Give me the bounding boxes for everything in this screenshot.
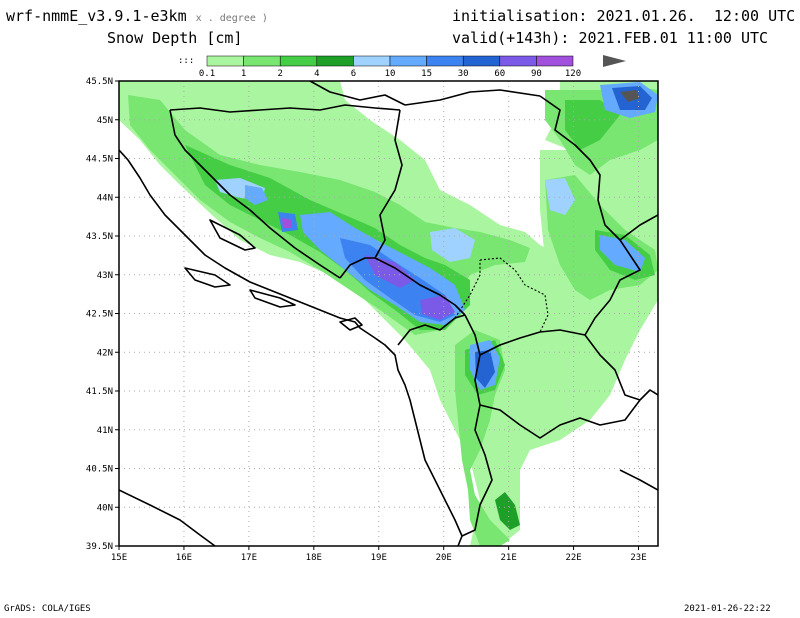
greek-coast-east <box>619 469 658 491</box>
legend-swatch <box>536 55 574 67</box>
lat-label: 42N <box>97 348 113 358</box>
adriatic-island-3 <box>249 289 296 308</box>
legend-swatch <box>426 55 464 67</box>
italian-coast <box>119 489 216 546</box>
legend-label: 120 <box>565 69 581 79</box>
lon-label: 18E <box>306 553 322 563</box>
snow-deepest-1 <box>365 255 415 288</box>
lon-label: 23E <box>630 553 646 563</box>
border-northmacedonia-north <box>479 329 586 356</box>
legend-swatch <box>389 55 427 67</box>
lat-label: 40.5N <box>86 465 113 475</box>
lat-label: 41N <box>97 426 113 436</box>
border-croatia-bosnia <box>169 109 341 279</box>
legend-swatch <box>353 55 391 67</box>
border-montenegro <box>339 257 466 316</box>
snow-core-pindus <box>495 492 520 530</box>
legend-label: 4 <box>314 69 319 79</box>
axis-ticks <box>115 80 640 550</box>
lon-label: 16E <box>176 553 192 563</box>
valid-line: valid(+143h): 2021.FEB.01 11:00 UTC <box>452 29 768 47</box>
snow-deepest-2 <box>420 295 455 320</box>
legend-swatch <box>462 55 501 67</box>
legend-label: 0.1 <box>199 69 215 79</box>
color-legend: ::: 0.1 1 2 4 6 10 15 30 60 90 120 <box>178 55 626 79</box>
lon-label: 19E <box>371 553 387 563</box>
legend-swatch <box>243 55 281 67</box>
legend-overflow-arrow <box>603 55 626 67</box>
valid-label: valid(+143h): <box>452 29 570 47</box>
snow-deep-light-3 <box>545 178 575 215</box>
legend-label: 60 <box>494 69 505 79</box>
lat-label: 43N <box>97 271 113 281</box>
adriatic-island-2 <box>184 267 231 288</box>
boundaries <box>119 81 658 546</box>
snow-deep-light-2 <box>430 228 475 262</box>
lat-label: 45.5N <box>86 77 113 87</box>
valid-value: 2021.FEB.01 11:00 UTC <box>578 29 769 47</box>
legend-label: 6 <box>351 69 356 79</box>
border-serbia-bosnia <box>374 109 403 259</box>
legend-label: 2 <box>277 69 282 79</box>
lat-label: 44.5N <box>86 155 113 165</box>
legend-swatch <box>499 55 537 67</box>
lon-label: 21E <box>501 553 517 563</box>
lat-label: 39.5N <box>86 542 113 552</box>
lon-label: 22E <box>565 553 581 563</box>
border-montenegro-albania <box>397 314 466 346</box>
adriatic-coast-east <box>119 149 463 546</box>
legend-label: 15 <box>421 69 432 79</box>
lat-label: 43.5N <box>86 232 113 242</box>
snow-deepest-3 <box>282 218 292 228</box>
init-line: initialisation: 2021.01.26. 12:00 UTC <box>452 7 795 25</box>
longitude-labels: 15E 16E 17E 18E 19E 20E 21E 22E 23E <box>111 553 647 563</box>
border-serbia-bulgaria <box>584 239 641 336</box>
border-bulgaria-greece <box>639 389 658 401</box>
model-title: wrf-nmmE_v3.9.1-e3km x . degree ) <box>6 7 268 25</box>
adriatic-island-1 <box>209 219 256 251</box>
footer-timestamp: 2021-01-26-22:22 <box>684 604 771 614</box>
legend-label: 90 <box>531 69 542 79</box>
model-title-sub: x . degree ) <box>195 13 268 24</box>
snow-depth-field <box>119 81 658 546</box>
snow-deeper-blue-2 <box>475 350 495 388</box>
legend-label: 10 <box>385 69 396 79</box>
lat-label: 45N <box>97 116 113 126</box>
latitude-labels: 45.5N 45N 44.5N 44N 43.5N 43N 42.5N 42N 41.5N 41N… <box>86 77 113 552</box>
footer-credit: GrADS: COLA/IGES <box>4 604 91 614</box>
snow-deep-blue-3 <box>600 235 645 272</box>
border-romania-serbia <box>539 95 621 241</box>
border-bulgaria-macedonia <box>584 334 641 401</box>
border-northmacedonia-south <box>479 399 641 439</box>
snow-deep-blue-5 <box>245 185 268 205</box>
lon-label: 20E <box>436 553 452 563</box>
legend-label: 30 <box>458 69 469 79</box>
legend-swatch <box>279 55 318 67</box>
variable-title: Snow Depth [cm] <box>107 29 243 47</box>
lat-label: 40N <box>97 503 113 513</box>
lon-label: 15E <box>111 553 127 563</box>
border-bulgaria-north <box>619 214 658 241</box>
border-bosnia-north <box>169 104 401 113</box>
border-hungary-serbia <box>404 89 541 106</box>
border-kosovo <box>454 257 549 333</box>
adriatic-island-4 <box>339 317 363 331</box>
lon-label: 17E <box>241 553 257 563</box>
border-croatia-hungary <box>309 81 406 106</box>
border-albania-east <box>461 314 493 537</box>
legend-swatch <box>316 55 354 67</box>
lat-label: 42.5N <box>86 310 113 320</box>
lat-label: 41.5N <box>86 387 113 397</box>
legend-label: 1 <box>241 69 246 79</box>
legend-swatch <box>206 55 244 67</box>
lat-label: 44N <box>97 193 113 203</box>
snow-core-east <box>565 100 620 150</box>
init-value: 2021.01.26. 12:00 UTC <box>596 7 796 25</box>
legend-low-label: ::: <box>178 56 194 66</box>
snow-peak <box>620 90 640 102</box>
init-label: initialisation: <box>452 7 588 25</box>
